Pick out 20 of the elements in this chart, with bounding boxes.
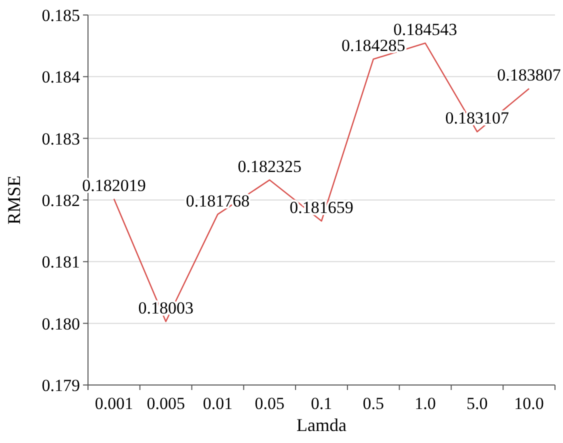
x-tick-label: 5.0 bbox=[466, 394, 488, 413]
x-axis-title: Lamda bbox=[296, 415, 346, 435]
x-tick-label: 1.0 bbox=[414, 394, 436, 413]
y-tick-label: 0.180 bbox=[42, 314, 80, 334]
y-tick-label: 0.183 bbox=[42, 129, 80, 148]
y-tick-label: 0.182 bbox=[42, 190, 80, 210]
data-label: 0.182325 bbox=[238, 156, 302, 176]
y-tick-label: 0.181 bbox=[42, 252, 80, 272]
x-tick-label: 0.01 bbox=[202, 394, 233, 413]
x-tick-label: 10.0 bbox=[514, 394, 544, 413]
x-tick-label: 0.005 bbox=[146, 394, 185, 413]
y-tick-label: 0.185 bbox=[42, 6, 80, 25]
y-tick-label: 0.184 bbox=[42, 68, 80, 87]
x-tick-label: 0.5 bbox=[362, 394, 384, 413]
x-tick-label: 0.001 bbox=[94, 394, 134, 413]
data-label: 0.183807 bbox=[497, 66, 562, 85]
y-tick-label: 0.179 bbox=[42, 376, 80, 395]
y-axis-title: RMSE bbox=[4, 175, 24, 225]
x-tick-label: 0.1 bbox=[310, 394, 332, 413]
x-tick-label: 0.05 bbox=[254, 394, 284, 413]
